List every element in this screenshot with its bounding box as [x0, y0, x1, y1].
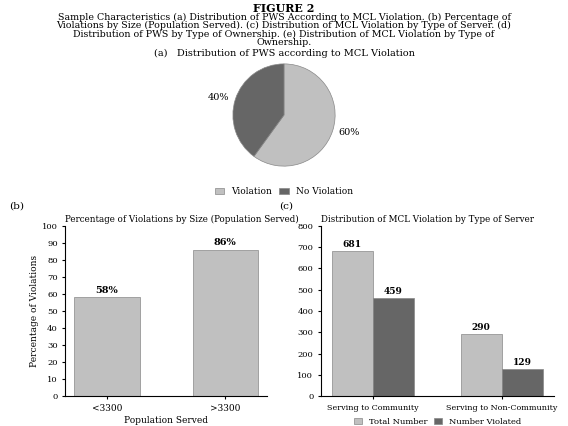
Text: Sample Characteristics (a) Distribution of PWS According to MCL Violation. (b) P: Sample Characteristics (a) Distribution …: [57, 13, 511, 22]
Text: 40%: 40%: [208, 93, 229, 102]
Bar: [502, 368, 543, 396]
Text: 459: 459: [384, 287, 403, 296]
Bar: [461, 334, 502, 396]
Text: 58%: 58%: [95, 286, 118, 295]
Text: Percentage of Violations by Size (Population Served): Percentage of Violations by Size (Popula…: [65, 214, 299, 224]
Text: 129: 129: [513, 357, 532, 366]
Legend: Violation, No Violation: Violation, No Violation: [211, 184, 357, 200]
Text: Ownership.: Ownership.: [256, 38, 312, 47]
Legend: Total Number, Number Violated: Total Number, Number Violated: [350, 415, 524, 426]
Bar: [373, 298, 414, 396]
Bar: [332, 251, 373, 396]
Text: Violations by Size (Population Served). (c) Distribution of MCL Violation by Typ: Violations by Size (Population Served). …: [57, 21, 511, 30]
Wedge shape: [254, 64, 335, 166]
Text: 290: 290: [472, 323, 491, 332]
Text: 60%: 60%: [339, 128, 360, 137]
Text: (b): (b): [9, 202, 24, 211]
Text: Distribution of MCL Violation by Type of Server: Distribution of MCL Violation by Type of…: [321, 215, 534, 224]
X-axis label: Population Served: Population Served: [124, 416, 208, 425]
Text: FIGURE 2: FIGURE 2: [253, 3, 315, 14]
Text: (a)   Distribution of PWS according to MCL Violation: (a) Distribution of PWS according to MCL…: [153, 49, 415, 58]
Text: (c): (c): [279, 202, 293, 211]
Wedge shape: [233, 64, 284, 156]
Bar: [193, 250, 258, 396]
Text: 86%: 86%: [214, 238, 237, 247]
Y-axis label: Percentage of Violations: Percentage of Violations: [30, 255, 39, 367]
Text: Distribution of PWS by Type of Ownership. (e) Distribution of MCL Violation by T: Distribution of PWS by Type of Ownership…: [73, 30, 495, 39]
Text: 681: 681: [343, 240, 362, 249]
Bar: [74, 297, 140, 396]
